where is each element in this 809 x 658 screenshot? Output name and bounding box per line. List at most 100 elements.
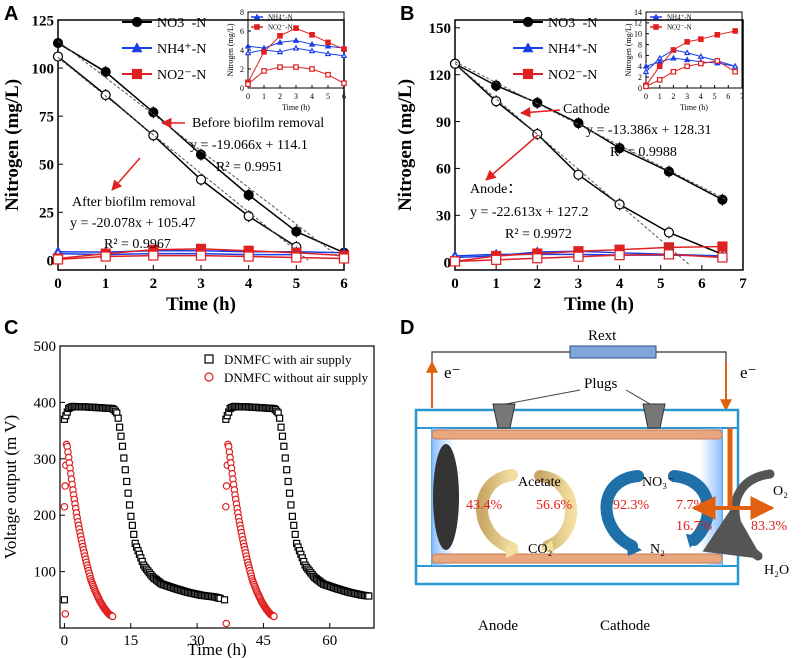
chart-b-point: [573, 251, 584, 262]
chart-c-point: [121, 466, 129, 474]
chart-b-ytick-label: 90: [436, 115, 451, 131]
chart-b-inset-point: [642, 62, 650, 69]
chart-c-legend-marker-1: [204, 372, 214, 382]
chart-b-xtick-label: 4: [616, 276, 624, 292]
chart-b-inset-xtick-label: 6: [726, 92, 730, 101]
reactor-bottom-rail: [415, 565, 739, 585]
chart-b-legend-marker-2: [522, 68, 534, 80]
chart-b-inset-point: [656, 63, 663, 70]
plugs-label: Plugs: [584, 376, 618, 392]
chart-a-inset-point: [277, 64, 283, 70]
chart-c-point: [125, 501, 134, 509]
chart-a-legend-marker-2: [131, 68, 143, 80]
chart-a-point: [148, 130, 159, 141]
chart-c-point: [61, 610, 70, 618]
chart-b-xtick-label: 3: [575, 276, 583, 292]
chart-b-xtick-label: 5: [657, 276, 665, 292]
annotation-anode-r2: R² = 0.9972: [505, 227, 572, 242]
chart-a-inset-legend-marker-0: [253, 13, 261, 20]
chart-c-xtick-label: 0: [61, 633, 69, 649]
chart-a-xtick-label: 0: [54, 276, 62, 292]
chart-a-legend-marker-0: [131, 16, 143, 28]
annotation-after-title: After biofilm removal: [72, 195, 196, 210]
chart-b-inset-xlabel: Time (h): [680, 103, 708, 112]
n2-label: N₂: [650, 542, 665, 557]
chart-b-series-line-1: [454, 63, 723, 256]
chart-b-xtick-label: 7: [739, 276, 747, 292]
chart-b-inset-ytick-label: 14: [634, 8, 642, 17]
percent-e-right: 83.3%: [751, 519, 788, 534]
plug-pointer-right: [625, 389, 651, 405]
chart-b-inset-point: [714, 31, 721, 38]
chart-a-point: [52, 37, 64, 49]
chart-a-inset-point: [277, 32, 283, 39]
chart-c-point: [270, 612, 278, 621]
chart-b-inset-ytick-label: 2: [638, 73, 642, 82]
annotation-cathode-r2: R² = 0.9988: [610, 145, 677, 160]
chart-c-point: [130, 530, 138, 538]
chart-c-point: [220, 596, 229, 604]
chart-b-inset-ytick-label: 12: [634, 19, 642, 28]
chart-b-ytick-label: 60: [436, 162, 451, 178]
chart-a-point: [52, 254, 64, 265]
chart-c-point: [283, 466, 291, 474]
chart-a-fit-line-1: [57, 57, 309, 261]
chart-b-inset-ytick-label: 0: [638, 84, 642, 93]
chart-a-inset-xtick-label: 3: [294, 92, 298, 101]
anode-flow-arrow-left: [476, 469, 518, 554]
chart-b-legend-label-0: NO3⁻-N: [548, 16, 597, 31]
panel-label-a: A: [4, 3, 18, 25]
chart-a-inset-point: [309, 66, 315, 72]
percent-no3-left: 92.3%: [613, 498, 650, 513]
chart-b-inset-ylabel: Nitrogen (mg/L): [624, 23, 633, 76]
chart-a-xtick-label: 6: [340, 276, 348, 292]
annotation-anode-eq: y = -22.613x + 127.2: [470, 205, 588, 220]
chart-c-xtick-label: 45: [256, 633, 271, 649]
electron-right-label: e⁻: [740, 363, 757, 382]
chart-b-point: [717, 241, 728, 252]
chart-c-point: [284, 477, 292, 486]
chart-a-inset-point: [244, 49, 252, 56]
percent-acetate-right: 56.6%: [536, 498, 573, 513]
chart-a-inset-ytick-label: 6: [240, 27, 244, 36]
chart-c-ytick-label: 300: [34, 452, 57, 468]
chart-b-inset-point: [656, 77, 663, 83]
chart-b-point: [532, 253, 543, 264]
chart-a-ytick-label: 50: [39, 157, 54, 173]
chart-b-inset-point: [643, 83, 649, 90]
chart-a-inset-ytick-label: 2: [240, 65, 244, 74]
chart-b-inset-point: [670, 68, 677, 75]
chart-b-xtick-label: 6: [698, 276, 706, 292]
chart-c-point: [222, 482, 231, 490]
chart-c-point: [276, 414, 284, 422]
chart-b-xtick-label: 1: [492, 276, 500, 292]
cathode-flow-head-left: [626, 540, 642, 556]
chart-a-inset-xtick-label: 2: [278, 92, 282, 101]
chart-b-inset-ytick-label: 6: [638, 51, 642, 60]
chart-a-inset-point: [292, 37, 300, 43]
chart-a-point: [52, 51, 64, 62]
chart-a-inset-point: [308, 47, 316, 54]
cathode-flow-head-right: [686, 534, 700, 548]
chart-a-inset-point: [292, 44, 300, 51]
chart-a-xtick-label: 1: [102, 276, 110, 292]
chart-b-ytick-label: 0: [444, 255, 452, 271]
chart-b-inset-ytick-label: 8: [638, 40, 642, 49]
chart-a-legend-label-2: NO2⁻-N: [157, 68, 206, 83]
chart-c-point: [124, 489, 132, 497]
chart-b-legend-marker-0: [522, 16, 534, 28]
chart-c-point: [290, 521, 298, 529]
chart-b-xlabel: Time (h): [564, 294, 634, 315]
chart-b-inset-xtick-label: 1: [658, 92, 662, 101]
chart-b-inset-xtick-label: 2: [671, 92, 675, 101]
h2o-label: H₂O: [764, 563, 789, 578]
chart-b-inset-ytick-label: 10: [634, 30, 642, 39]
chart-a-point: [100, 89, 111, 101]
chart-b-inset-point: [670, 47, 677, 53]
chart-a-xlabel: Time (h): [166, 294, 236, 315]
cathode-flow-arrow-left: [600, 470, 644, 552]
percent-e-left: 16.7%: [676, 519, 713, 534]
chart-b-fit-line-1: [454, 63, 690, 266]
no3-label: NO₃⁻: [642, 475, 675, 490]
